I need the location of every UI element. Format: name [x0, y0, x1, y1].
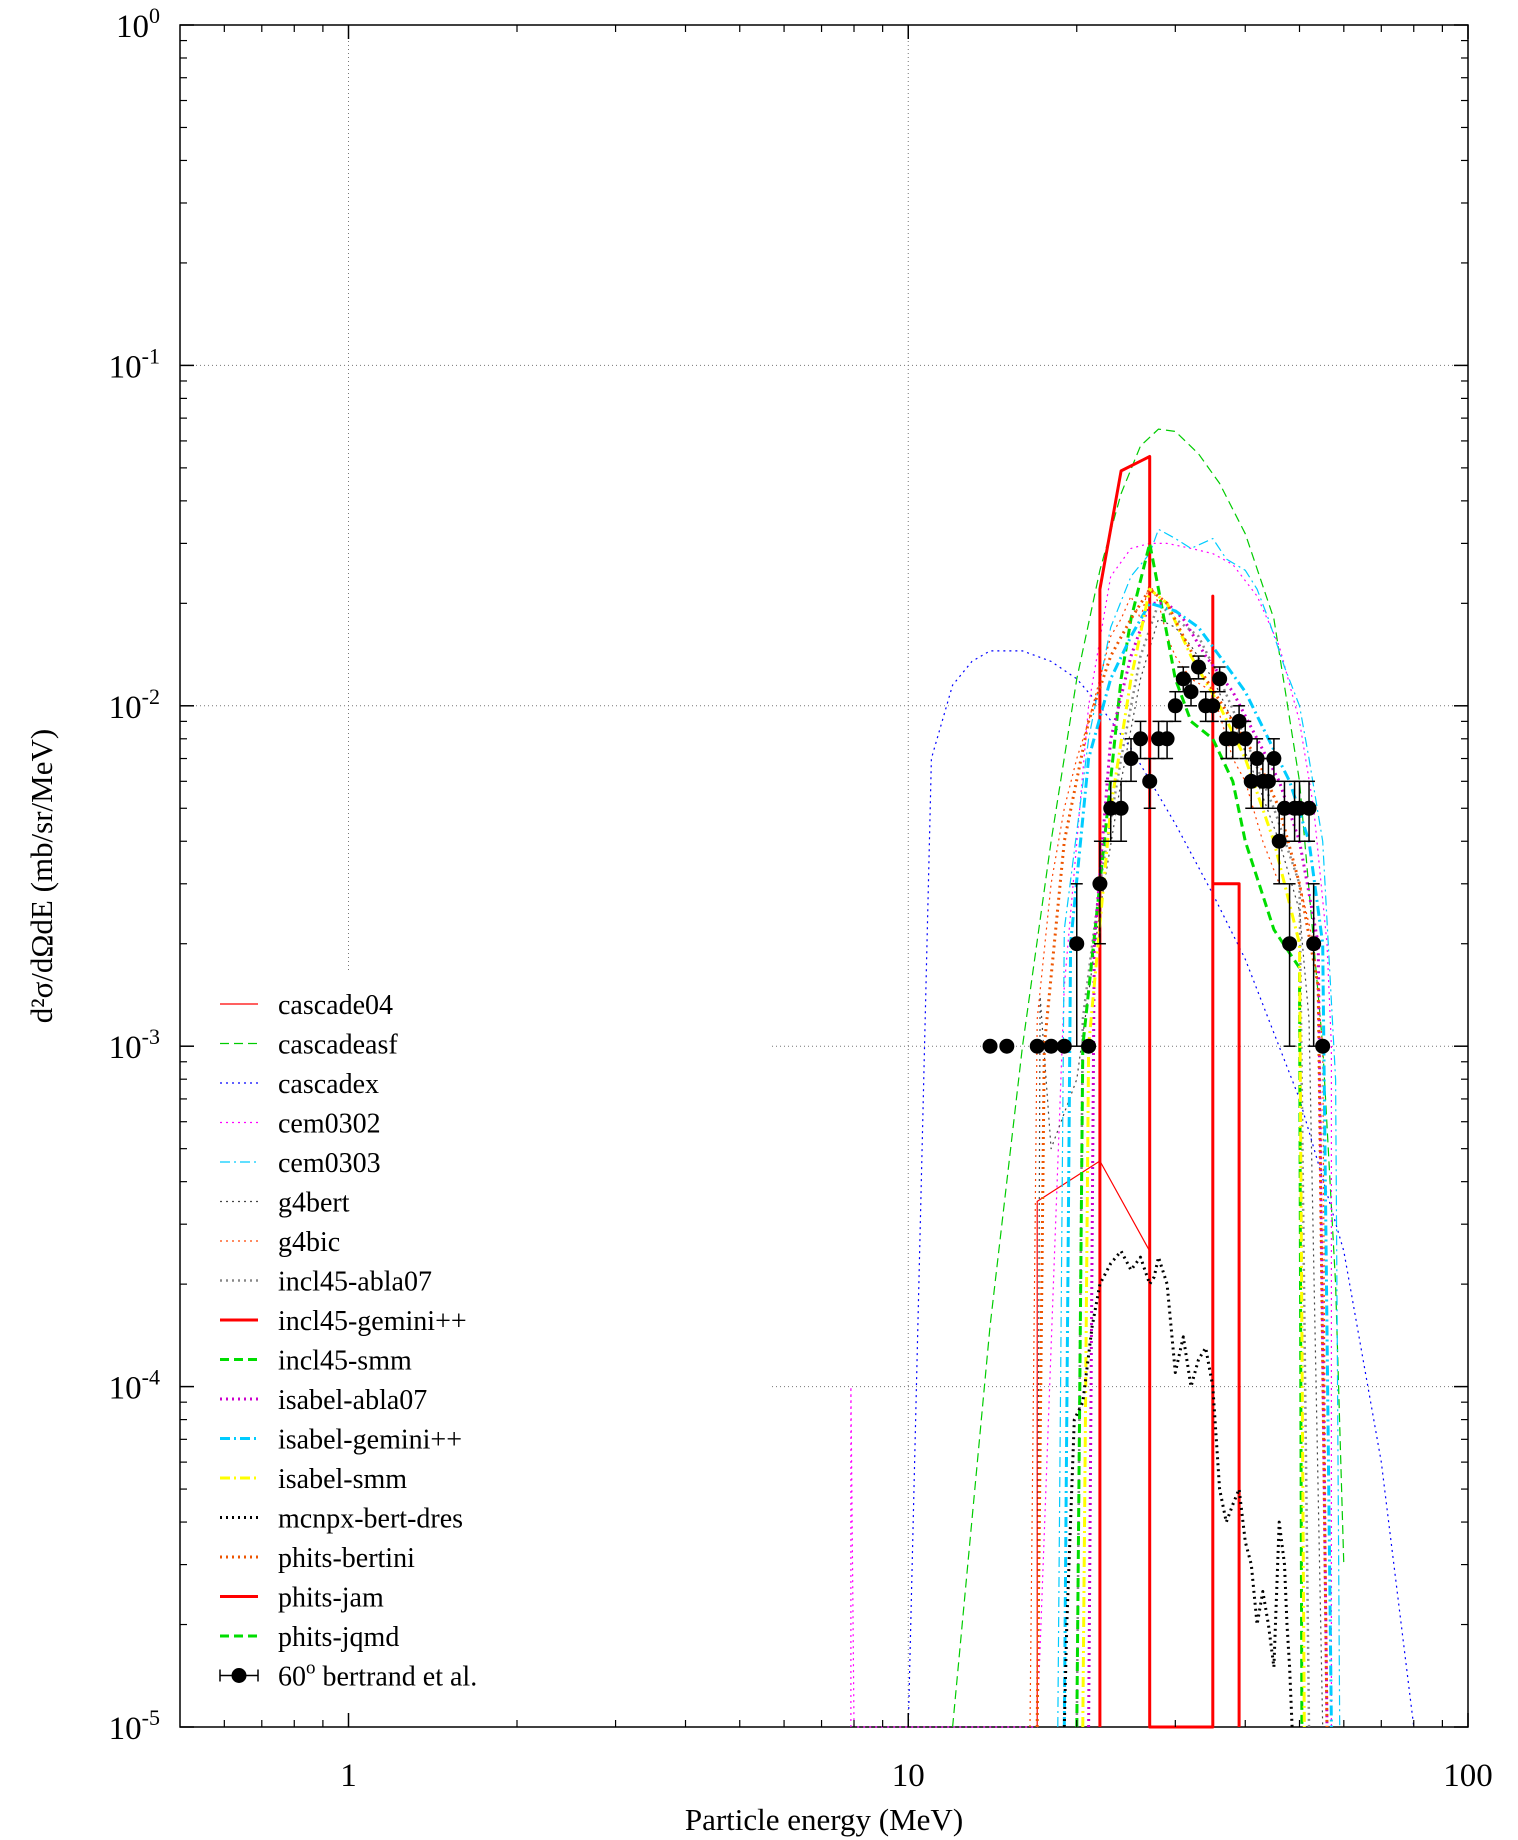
- data-point: [1266, 751, 1282, 767]
- y-axis-label: d²σ/dΩdE (mb/sr/MeV): [24, 729, 59, 1023]
- data-point: [1113, 800, 1129, 816]
- data-point: [1043, 1038, 1059, 1054]
- data-point: [1231, 713, 1247, 729]
- data-point: [1081, 1038, 1097, 1054]
- legend-label: cascadex: [278, 1069, 379, 1100]
- y-tick-label: 10-2: [109, 684, 160, 726]
- legend-label: phits-jqmd: [278, 1622, 399, 1653]
- series-line-cascadeasf: [952, 428, 1345, 1728]
- data-point: [1103, 800, 1119, 816]
- y-tick-label: 10-3: [109, 1024, 160, 1066]
- series-line-g4bic: [1029, 582, 1328, 1728]
- series-line-isabel-abla07: [1087, 601, 1329, 1728]
- legend-label: incl45-abla07: [278, 1267, 432, 1298]
- tick-labels: 1 10 100 100 10-1 10-2 10-3 10-4 10-5: [109, 3, 1493, 1794]
- legend-label: cascadeasf: [278, 1030, 398, 1061]
- legend-background: [186, 972, 770, 1722]
- data-point: [1212, 671, 1228, 687]
- legend-label: cascade04: [278, 990, 393, 1021]
- y-tick-label: 10-5: [109, 1705, 160, 1747]
- data-point: [1306, 936, 1322, 952]
- data-point: [1029, 1038, 1045, 1054]
- series-line-incl45-smm: [1075, 541, 1304, 1728]
- series-line-isabel-smm: [1081, 587, 1306, 1728]
- data-point: [1190, 659, 1206, 675]
- y-tick-label: 10-1: [109, 343, 160, 385]
- legend-label-bertrand: 60o bertrand et al.: [278, 1658, 477, 1693]
- legend-label: g4bert: [278, 1188, 350, 1219]
- data-point: [1282, 936, 1298, 952]
- data-point: [1159, 731, 1175, 747]
- series-layer: [850, 428, 1415, 1729]
- axis-ticks: [180, 24, 1469, 1728]
- data-point: [1092, 876, 1108, 892]
- data-point: [1237, 731, 1253, 747]
- data-point: [1225, 731, 1241, 747]
- x-tick-label: 10: [892, 1758, 925, 1794]
- data-point: [1133, 731, 1149, 747]
- series-line-isabel-gemini++: [1062, 601, 1333, 1728]
- series-line-cem0303: [1057, 528, 1341, 1728]
- data-point: [1183, 684, 1199, 700]
- series-line-mcnpx-bert-dres: [1062, 1249, 1294, 1728]
- data-points-layer: [982, 655, 1331, 1054]
- legend-label: phits-jam: [278, 1583, 384, 1614]
- data-point: [1123, 751, 1139, 767]
- data-point: [982, 1038, 998, 1054]
- data-point: [1142, 773, 1158, 789]
- plot-frame: [179, 24, 1469, 1728]
- legend-swatch-marker: [231, 1668, 247, 1683]
- series-line-cem0302: [850, 542, 1333, 1728]
- data-point: [1315, 1038, 1331, 1054]
- x-tick-label: 1: [340, 1758, 357, 1794]
- data-point: [1167, 698, 1183, 714]
- series-line-incl45-gemini++: [1098, 455, 1241, 1729]
- legend-label: mcnpx-bert-dres: [278, 1504, 463, 1535]
- x-axis-label: Particle energy (MeV): [685, 1802, 963, 1837]
- legend-label: isabel-abla07: [278, 1385, 427, 1416]
- data-point: [1205, 698, 1221, 714]
- legend-label: incl45-smm: [278, 1346, 412, 1377]
- legend-label: g4bic: [278, 1227, 340, 1258]
- legend: cascade04 cascadeasf cascadex cem0302 cem030…: [219, 990, 477, 1693]
- legend-label: cem0303: [278, 1148, 381, 1179]
- grid: [180, 25, 1468, 1727]
- legend-label: incl45-gemini++: [278, 1306, 467, 1337]
- series-line-cascadex: [907, 650, 1415, 1728]
- legend-label: isabel-gemini++: [278, 1425, 462, 1456]
- legend-label: cem0302: [278, 1109, 381, 1140]
- data-point: [1175, 671, 1191, 687]
- data-point: [1069, 936, 1085, 952]
- y-tick-label: 10-4: [109, 1365, 160, 1407]
- x-tick-label: 100: [1443, 1758, 1493, 1794]
- data-point: [1056, 1038, 1072, 1054]
- data-point: [999, 1038, 1015, 1054]
- legend-label: isabel-smm: [278, 1464, 407, 1495]
- legend-label: phits-bertini: [278, 1543, 415, 1574]
- data-point: [1301, 800, 1317, 816]
- y-tick-label: 100: [116, 3, 160, 45]
